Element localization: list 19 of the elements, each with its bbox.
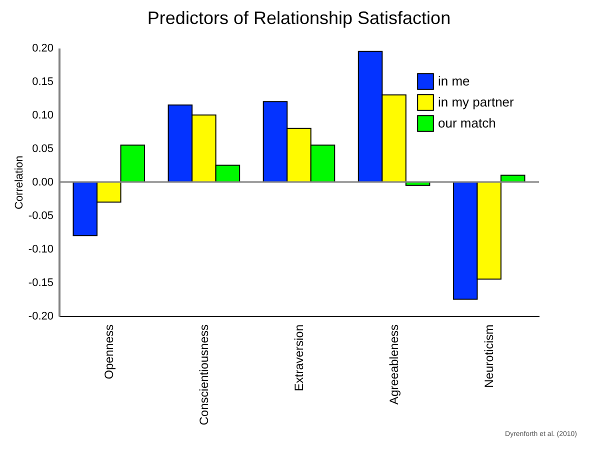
y-tick-label: 0.10 [32,110,54,122]
y-tick-label: -0.10 [28,244,54,256]
x-tick-label: Agreeableness [387,324,402,405]
y-tick-label: -0.05 [28,210,54,222]
y-axis-title: Correlation [13,156,26,210]
y-tick-label: -0.15 [28,277,54,289]
y-tick-label: 0.05 [32,143,54,155]
y-tick-label: 0.00 [32,176,54,188]
x-tick-label: Extraversion [292,324,306,392]
legend-label: our match [438,116,496,130]
legend-label: in me [438,74,470,88]
x-tick-label: Neuroticism [482,324,496,388]
legend-label: in my partner [438,94,515,110]
y-tick-label: 0.20 [32,42,54,54]
chart-title: Predictors of Relationship Satisfaction [147,8,451,28]
y-tick-label: -0.20 [28,310,54,322]
y-tick-label: 0.15 [32,76,54,88]
x-tick-label: Conscientiousness [196,324,211,426]
x-tick-label: Openness [102,324,116,380]
